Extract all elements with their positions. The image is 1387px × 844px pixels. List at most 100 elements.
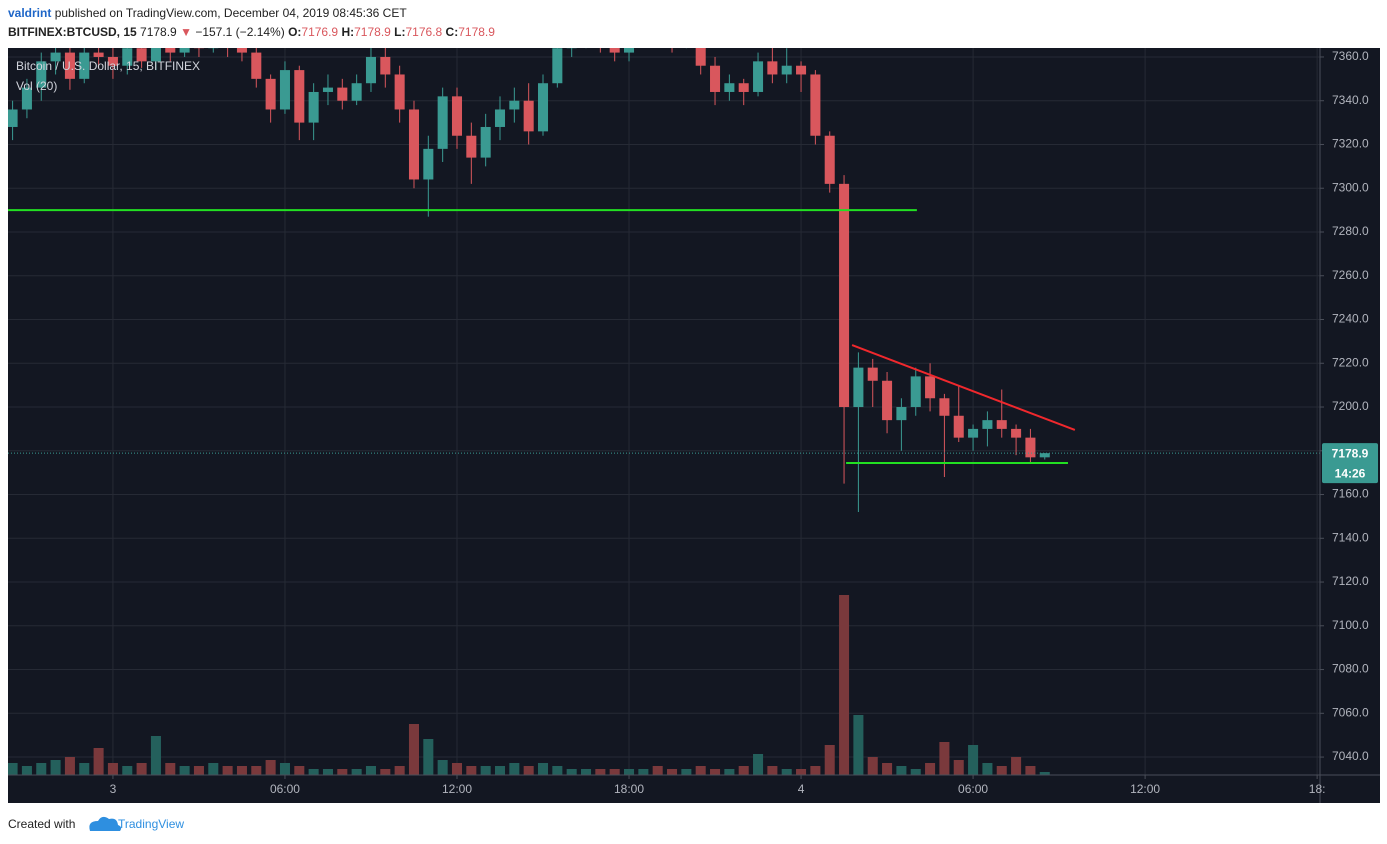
candle-body [150, 48, 161, 62]
volume-bar [552, 766, 563, 775]
volume-bar [523, 766, 534, 775]
symbol-line: BITFINEX:BTCUSD, 15 7178.9 ▼ −157.1 (−2.… [8, 25, 495, 39]
y-tick-label: 7100.0 [1332, 618, 1369, 632]
candle-body [753, 61, 764, 92]
plot-bg [8, 48, 1380, 803]
candle-body [107, 56, 118, 66]
volume-bar [337, 769, 348, 775]
candle-body [581, 31, 591, 40]
volume-bar [968, 745, 979, 775]
candle-body [451, 96, 463, 136]
volume-bar [480, 766, 491, 775]
candle-body [322, 87, 333, 92]
candle-body [294, 70, 305, 123]
volume-bar [996, 766, 1007, 775]
candle-body [724, 83, 735, 92]
volume-bar [8, 763, 18, 775]
candle-body [223, 39, 233, 43]
y-tick-label: 7140.0 [1332, 530, 1369, 544]
candle-body [839, 183, 850, 408]
volume-bar [122, 766, 133, 775]
volume-bar [208, 763, 219, 775]
volume-bar [437, 760, 448, 775]
candle-body [423, 148, 434, 180]
candle-body [867, 367, 878, 381]
volume-label: Vol (20) [16, 79, 57, 93]
candle-body [552, 48, 563, 84]
volume-bar [294, 766, 305, 775]
candle-body [265, 78, 276, 110]
candle-body [767, 61, 778, 75]
volume-bar [566, 769, 577, 775]
candle-body [968, 428, 979, 438]
volume-bar [1039, 772, 1050, 775]
volume-bar [50, 760, 61, 775]
candle-body [79, 52, 90, 79]
volume-bar [136, 763, 147, 775]
volume-bar [1011, 757, 1022, 775]
candle-body [695, 48, 706, 66]
volume-bar [982, 763, 993, 775]
volume-bar [667, 769, 678, 775]
y-tick-label: 7360.0 [1332, 49, 1369, 63]
ohlc-label: H: [341, 25, 354, 39]
volume-bar [810, 766, 821, 775]
candle-body [653, 26, 663, 35]
candle-body [351, 83, 362, 101]
volume-bar [638, 769, 649, 775]
candle-body [251, 52, 262, 79]
volume-bar [79, 763, 90, 775]
candle-body [193, 48, 204, 49]
volume-bar [896, 766, 907, 775]
ohlc-value: 7176.9 [301, 25, 338, 39]
candle-body [810, 74, 821, 136]
volume-bar [193, 766, 204, 775]
y-tick-label: 7220.0 [1332, 355, 1369, 369]
x-tick-label: 06:00 [958, 782, 988, 796]
candle-body [624, 48, 635, 53]
volume-bar [509, 763, 520, 775]
candle-body [796, 65, 807, 75]
volume-bar [451, 763, 463, 775]
candle-body [595, 31, 605, 44]
volume-bar [695, 766, 706, 775]
volume-bar [580, 769, 592, 775]
x-tick-label: 06:00 [270, 782, 300, 796]
candle-body [925, 376, 936, 399]
volume-bar [753, 754, 764, 775]
candle-body [8, 109, 18, 127]
author: valdrint [8, 6, 51, 20]
volume-bar [681, 769, 692, 775]
volume-bar [853, 715, 864, 775]
trend-line [851, 344, 1076, 431]
volume-bar [394, 766, 405, 775]
candle-body [953, 415, 964, 438]
volume-bar [494, 766, 506, 775]
y-tick-label: 7240.0 [1332, 312, 1369, 326]
volume-bar [265, 760, 276, 775]
candle-body [609, 48, 620, 53]
volume-bar [251, 766, 262, 775]
volume-bar [279, 763, 290, 775]
created-with: Created with [8, 817, 75, 831]
volume-bar [796, 769, 807, 775]
y-tick-label: 7160.0 [1332, 487, 1369, 501]
publish-line: valdrint published on TradingView.com, D… [8, 6, 407, 20]
volume-bar [322, 769, 333, 775]
legend-title: Bitcoin / U.S. Dollar, 15, BITFINEX [16, 59, 200, 73]
y-tick-label: 7320.0 [1332, 137, 1369, 151]
countdown: 14:26 [1335, 466, 1366, 480]
volume-bar [36, 763, 47, 775]
candle-body [738, 83, 749, 92]
volume-bar [93, 748, 104, 775]
x-tick-label: 12:00 [442, 782, 472, 796]
volume-bar [150, 736, 161, 775]
volume-bar [21, 766, 32, 775]
volume-bar [738, 766, 749, 775]
ohlc-value: 7178.9 [458, 25, 495, 39]
candle-body [466, 135, 477, 158]
candle-body [394, 74, 405, 110]
candle-body [365, 56, 376, 84]
candle-body [710, 65, 721, 92]
candle-body [494, 109, 506, 127]
